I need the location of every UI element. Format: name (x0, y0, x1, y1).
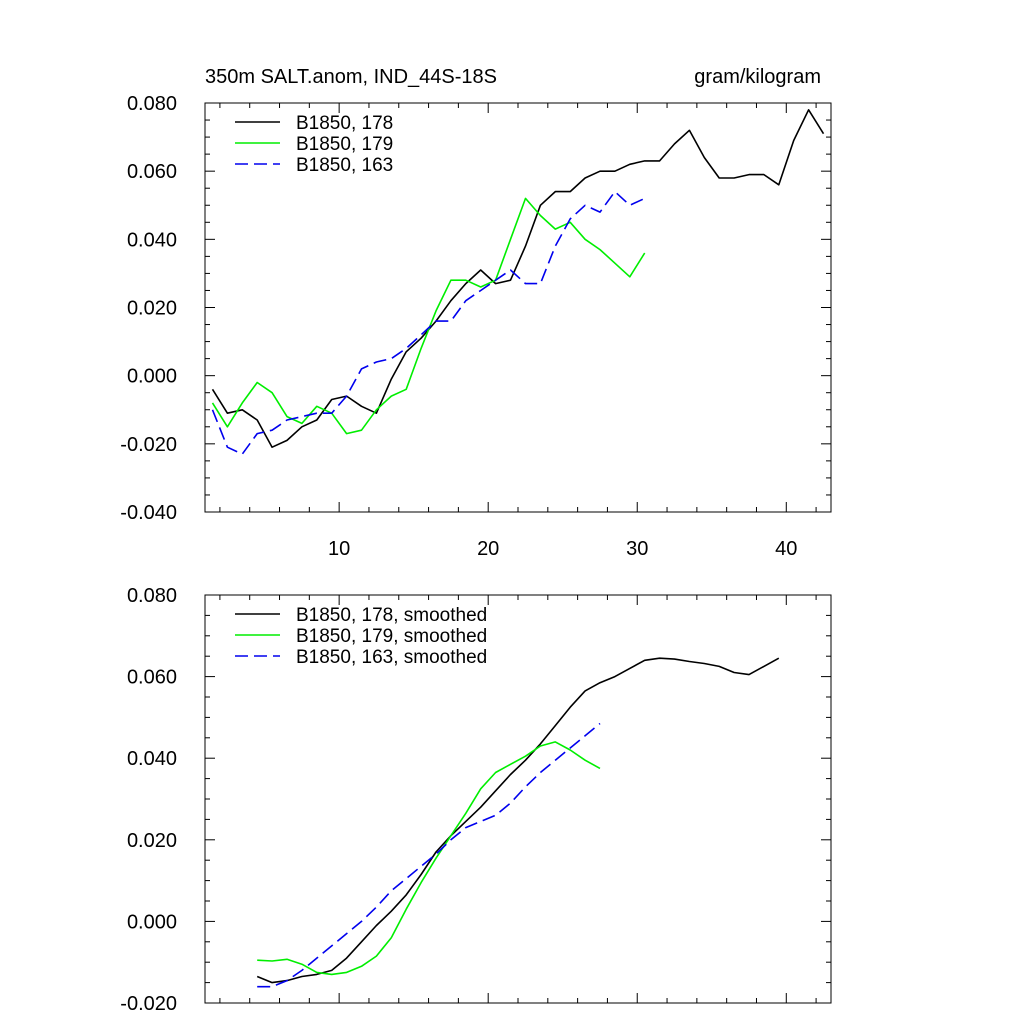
series-line-b1850-178-smoothed (256, 657, 780, 984)
x-tick-label: 30 (626, 538, 648, 560)
y-tick-label: 0.000 (127, 366, 177, 388)
y-tick-label: 0.080 (127, 585, 177, 607)
x-tick-label: 20 (477, 538, 499, 560)
legend-label: B1850, 179, smoothed (296, 626, 487, 647)
x-tick-label: 10 (328, 538, 350, 560)
y-tick-label: 0.020 (127, 298, 177, 320)
x-tick-label: 40 (775, 538, 797, 560)
series-line-b1850-163-smoothed (257, 722, 601, 988)
y-tick-label: 0.040 (127, 748, 177, 770)
y-tick-label: -0.020 (120, 434, 177, 456)
y-tick-label: 0.080 (127, 93, 177, 115)
y-tick-label: -0.020 (120, 993, 177, 1015)
legend-label: B1850, 163 (296, 155, 393, 176)
chart-title: 350m SALT.anom, IND_44S-18S (205, 66, 497, 88)
y-tick-label: -0.040 (120, 502, 177, 524)
legend-label: B1850, 178, smoothed (296, 605, 487, 626)
bottom-panel: -0.020 0.000 0.020 0.040 0.060 0.080 B1850, 17… (120, 585, 832, 1015)
y-tick-label: 0.020 (127, 830, 177, 852)
series-line-b1850-179 (211, 197, 646, 435)
legend-label: B1850, 163, smoothed (296, 647, 487, 668)
legend-label: B1850, 178 (296, 113, 393, 134)
units-label: gram/kilogram (694, 66, 821, 88)
series-line-b1850-178 (211, 109, 825, 449)
y-tick-label: 0.060 (127, 161, 177, 183)
y-tick-label: 0.040 (127, 229, 177, 251)
legend-label: B1850, 179 (296, 134, 393, 155)
y-tick-label: 0.000 (127, 911, 177, 933)
y-tick-label: 0.060 (127, 667, 177, 689)
top-panel: -0.040 -0.020 0.000 0.020 0.040 0.060 0.080 10 2… (120, 66, 832, 560)
series-line-b1850-163 (211, 190, 646, 455)
series-line-b1850-179-smoothed (257, 741, 601, 976)
